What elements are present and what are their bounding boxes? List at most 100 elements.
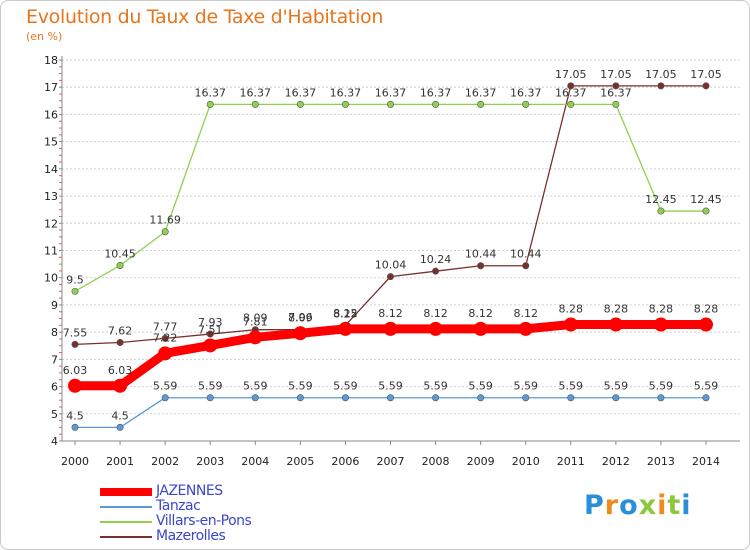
x-tick-label: 2001 bbox=[106, 455, 134, 468]
data-label: 4.5 bbox=[111, 409, 129, 422]
data-point bbox=[161, 394, 169, 402]
legend-label: Villars-en-Pons bbox=[156, 513, 252, 529]
data-point bbox=[116, 338, 124, 346]
y-tick-label: 16 bbox=[44, 108, 58, 121]
y-tick-label: 5 bbox=[51, 408, 58, 421]
data-point bbox=[251, 394, 259, 402]
data-label: 8.28 bbox=[604, 303, 629, 316]
data-point bbox=[161, 228, 169, 236]
data-point bbox=[71, 340, 79, 348]
data-label: 8.12 bbox=[378, 307, 403, 320]
y-tick-label: 6 bbox=[51, 381, 58, 394]
data-point bbox=[477, 394, 485, 402]
data-point bbox=[653, 317, 668, 332]
data-point bbox=[567, 100, 575, 108]
chart-unit: (en %) bbox=[26, 30, 63, 43]
y-tick-label: 4 bbox=[51, 435, 58, 448]
data-label: 7.51 bbox=[198, 323, 223, 336]
data-label: 17.05 bbox=[645, 68, 677, 81]
data-label: 10.45 bbox=[104, 247, 136, 260]
data-label: 5.59 bbox=[243, 380, 268, 393]
data-label: 5.59 bbox=[694, 380, 719, 393]
data-label: 17.05 bbox=[555, 68, 587, 81]
data-point bbox=[522, 394, 530, 402]
data-label: 5.59 bbox=[423, 380, 448, 393]
data-point bbox=[567, 394, 575, 402]
data-label: 5.59 bbox=[378, 380, 403, 393]
legend-item: Tanzac bbox=[100, 499, 360, 514]
data-point bbox=[386, 273, 394, 281]
y-tick-label: 9 bbox=[51, 299, 58, 312]
data-point bbox=[116, 423, 124, 431]
data-point bbox=[563, 317, 578, 332]
data-point bbox=[657, 82, 665, 90]
x-tick-label: 2014 bbox=[692, 455, 720, 468]
data-label: 9.5 bbox=[66, 273, 84, 286]
data-label: 16.37 bbox=[465, 86, 497, 99]
data-label: 7.55 bbox=[63, 326, 88, 339]
y-tick-labels: 4 5 6 7 8 9 10 11 12 13 14 15 16 17 18 bbox=[44, 54, 58, 448]
legend-swatch bbox=[100, 521, 152, 523]
legend-label: Tanzac bbox=[156, 498, 201, 514]
data-label: 8.09 bbox=[288, 312, 313, 325]
data-label: 5.59 bbox=[333, 380, 358, 393]
data-point bbox=[383, 321, 398, 336]
data-point bbox=[296, 394, 304, 402]
x-tick-labels: 2000 2001 2002 2003 2004 2005 2006 2007 2008 2009… bbox=[61, 455, 720, 468]
gridlines bbox=[62, 59, 740, 442]
data-label: 6.03 bbox=[108, 364, 133, 377]
data-point bbox=[477, 100, 485, 108]
data-point bbox=[341, 100, 349, 108]
data-point bbox=[71, 423, 79, 431]
x-tick-label: 2003 bbox=[196, 455, 224, 468]
logo-letter: t bbox=[667, 490, 682, 521]
data-label: 11.69 bbox=[149, 214, 181, 227]
data-label: 7.62 bbox=[108, 324, 133, 337]
data-point bbox=[522, 100, 530, 108]
x-tick-label: 2012 bbox=[602, 455, 630, 468]
y-tick-label: 18 bbox=[44, 54, 58, 67]
data-label: 16.37 bbox=[600, 86, 632, 99]
data-point bbox=[251, 100, 259, 108]
data-point bbox=[567, 82, 575, 90]
data-label: 8.28 bbox=[694, 303, 719, 316]
data-label: 5.59 bbox=[153, 380, 178, 393]
data-point bbox=[432, 267, 440, 275]
data-point bbox=[116, 261, 124, 269]
legend-item: Villars-en-Pons bbox=[100, 514, 360, 529]
data-point bbox=[702, 394, 710, 402]
data-point bbox=[612, 100, 620, 108]
x-tick-label: 2002 bbox=[151, 455, 179, 468]
data-label: 8.25 bbox=[333, 307, 358, 320]
legend-item: Mazerolles bbox=[100, 529, 360, 544]
data-label: 16.37 bbox=[375, 86, 407, 99]
logo-letter: x bbox=[638, 490, 658, 521]
x-tick-label: 2007 bbox=[377, 455, 405, 468]
data-label: 10.44 bbox=[510, 248, 542, 261]
data-label: 5.59 bbox=[649, 380, 674, 393]
data-label: 16.37 bbox=[194, 86, 226, 99]
data-point bbox=[341, 394, 349, 402]
data-label: 8.28 bbox=[649, 303, 674, 316]
data-point bbox=[386, 100, 394, 108]
legend-swatch bbox=[100, 488, 152, 496]
legend-swatch bbox=[100, 506, 152, 508]
data-point bbox=[699, 317, 713, 332]
data-label: 16.37 bbox=[240, 86, 272, 99]
x-tick-label: 2006 bbox=[331, 455, 359, 468]
data-point bbox=[161, 334, 169, 342]
logo-letter: o bbox=[619, 490, 639, 521]
y-tick-label: 8 bbox=[51, 326, 58, 339]
data-label: 6.03 bbox=[63, 364, 88, 377]
data-label: 16.37 bbox=[285, 86, 317, 99]
data-label: 16.37 bbox=[510, 86, 542, 99]
data-label: 10.24 bbox=[420, 253, 452, 266]
data-label: 7.22 bbox=[153, 331, 178, 344]
logo-letter: P bbox=[584, 490, 605, 521]
data-point bbox=[522, 262, 530, 270]
y-tick-label: 12 bbox=[44, 217, 58, 230]
x-tick-label: 2013 bbox=[647, 455, 675, 468]
data-point bbox=[68, 378, 82, 393]
x-tick-label: 2005 bbox=[286, 455, 314, 468]
